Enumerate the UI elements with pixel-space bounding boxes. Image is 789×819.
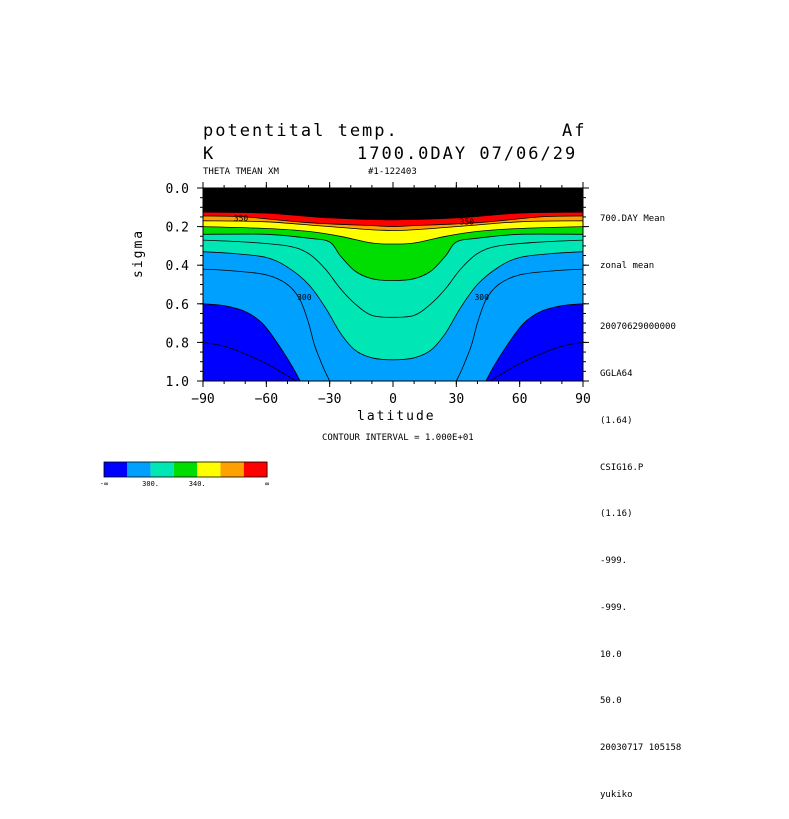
y-tick-label: 0.0 xyxy=(166,182,189,197)
filled-contours xyxy=(203,188,583,381)
side-info-line: GGLA64 xyxy=(600,368,633,379)
contour-line-290 xyxy=(455,268,583,381)
variable-label: THETA TMEAN XM xyxy=(203,167,279,177)
band-fill-below-280-left xyxy=(203,303,301,381)
colorbar: -∞ 300. 340. ∞ xyxy=(100,461,269,488)
y-axis-label: sigma xyxy=(131,228,146,278)
contour-line-330 xyxy=(203,226,583,245)
colorbar-swatch xyxy=(220,462,244,477)
colorbar-label: -∞ xyxy=(100,480,108,488)
side-info-line: (1.16) xyxy=(600,509,633,520)
x-tick-label: 60 xyxy=(512,392,528,407)
chart-title: potentital temp. xyxy=(203,121,399,141)
side-info-line: CSIG16.P xyxy=(600,462,644,473)
colorbar-swatch xyxy=(197,462,221,477)
side-info-line: 20030717 105158 xyxy=(600,743,682,754)
contour-label: 300 xyxy=(474,293,489,302)
colorbar-label: 340. xyxy=(189,480,206,488)
contour-line-360 xyxy=(203,211,583,221)
contour-line-270 xyxy=(489,342,583,381)
contour-line-350 xyxy=(203,215,583,228)
contour-lines xyxy=(203,203,583,381)
contour-line-280 xyxy=(203,303,301,381)
side-info-line: (1.64) xyxy=(600,415,633,426)
side-info-line: 10.0 xyxy=(600,649,622,660)
contour-label: 350 xyxy=(460,218,475,227)
side-info-line: 20070629000000 xyxy=(600,322,676,333)
y-tick-label: 1.0 xyxy=(166,375,189,390)
side-info-bottom: 20070629000000 GGLA64 (1.64) CSIG16.P (1… xyxy=(600,289,681,819)
x-tick-label: −60 xyxy=(255,392,278,407)
colorbar-swatch xyxy=(243,462,268,477)
contour-line-270 xyxy=(203,342,297,381)
colorbar-swatch xyxy=(173,462,198,477)
x-tick-label: −90 xyxy=(191,392,214,407)
contour-line-340 xyxy=(203,220,583,231)
colorbar-swatch xyxy=(104,462,128,477)
contour-plot: 350 350 300 300 −90 −60 −30 0 30 60 90 0.0 0.2 0.4 0.… xyxy=(100,182,591,488)
contour-label: 350 xyxy=(234,214,249,223)
contour-line-310 xyxy=(203,239,583,318)
contour-interval-label: CONTOUR INTERVAL = 1.000E+01 xyxy=(322,433,474,443)
contour-line-300 xyxy=(203,251,583,361)
x-tick-label: 90 xyxy=(575,392,591,407)
side-info-line: -999. xyxy=(600,602,628,613)
side-info-line: yukiko xyxy=(600,790,633,800)
side-info-line: 700.DAY Mean xyxy=(600,214,666,225)
colorbar-swatch xyxy=(127,462,151,477)
contour-line-280 xyxy=(485,303,583,381)
side-info-line: zonal mean xyxy=(600,260,655,271)
units-label: K xyxy=(203,144,216,164)
side-info-line: -999. xyxy=(600,556,628,567)
run-id-label: #1-122403 xyxy=(368,167,417,177)
time-label: 1700.0DAY 07/06/29 xyxy=(357,144,578,164)
x-tick-label: 30 xyxy=(449,392,465,407)
x-axis-label: latitude xyxy=(357,409,436,424)
colorbar-label: ∞ xyxy=(265,480,269,488)
contour-line-320 xyxy=(203,233,583,282)
contour-line-400 xyxy=(203,203,583,209)
colorbar-frame xyxy=(103,461,268,478)
x-tick-label: −30 xyxy=(318,392,341,407)
y-tick-label: 0.6 xyxy=(166,298,189,313)
y-tick-label: 0.4 xyxy=(166,259,190,274)
side-info-top: 700.DAY Mean zonal mean xyxy=(600,181,665,290)
contour-line-380 xyxy=(203,206,583,214)
y-tick-label: 0.2 xyxy=(166,221,189,236)
x-tick-label: 0 xyxy=(389,392,397,407)
colorbar-swatch xyxy=(150,462,174,477)
contour-label: 300 xyxy=(297,293,312,302)
band-fill-below-280-right xyxy=(485,303,583,381)
band-fill-280-300 xyxy=(203,251,583,381)
y-tick-label: 0.8 xyxy=(166,336,189,351)
contour-line-290 xyxy=(203,268,331,381)
chart-title-right: Af xyxy=(562,121,587,141)
colorbar-label: 300. xyxy=(142,480,159,488)
side-info-line: 50.0 xyxy=(600,696,622,707)
axes: −90 −60 −30 0 30 60 90 0.0 0.2 0.4 0.6 0.8 1.0 xyxy=(166,182,591,407)
contour-labels: 350 350 300 300 xyxy=(234,214,489,302)
